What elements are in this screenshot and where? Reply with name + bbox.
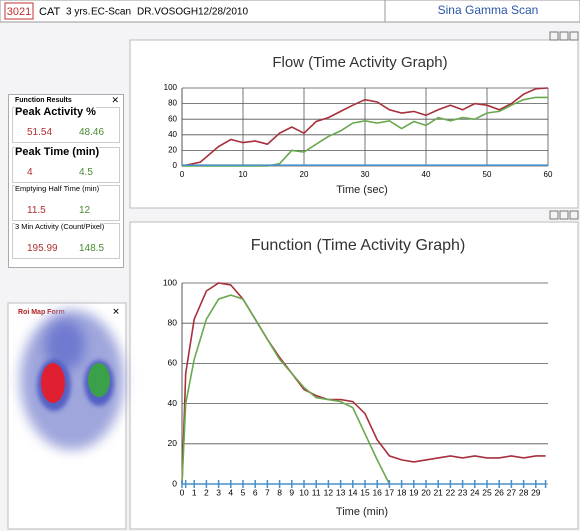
x-tick-label: 23 bbox=[458, 487, 468, 497]
y-tick-label: 80 bbox=[168, 317, 178, 327]
x-tick-label: 27 bbox=[507, 487, 517, 497]
x-tick-label: 20 bbox=[421, 487, 431, 497]
x-axis-label: Time (min) bbox=[336, 506, 388, 518]
result-label: Peak Time (min) bbox=[15, 146, 99, 158]
y-tick-label: 0 bbox=[172, 478, 177, 488]
roi-image bbox=[20, 310, 124, 450]
x-tick-label: 9 bbox=[289, 487, 294, 497]
doctor: DR.VOSOGH bbox=[137, 7, 198, 18]
x-tick-label: 10 bbox=[299, 487, 309, 497]
x-tick-label: 21 bbox=[433, 487, 443, 497]
right-value: 48.46 bbox=[79, 127, 104, 138]
panel-title: Function Results bbox=[15, 97, 72, 104]
x-tick-label: 12 bbox=[324, 487, 334, 497]
close[interactable]: ✕ bbox=[111, 95, 119, 106]
minimize[interactable] bbox=[550, 211, 558, 219]
y-tick-label: 20 bbox=[168, 146, 177, 155]
minimize[interactable] bbox=[550, 32, 558, 40]
study: EC-Scan bbox=[91, 7, 131, 18]
close[interactable] bbox=[570, 32, 578, 40]
x-tick-label: 25 bbox=[482, 487, 492, 497]
function-results-panel: Function Results ✕ Peak Activity % 51.54 4… bbox=[8, 94, 124, 268]
right-value: 12 bbox=[79, 205, 90, 216]
close[interactable]: ✕ bbox=[112, 306, 120, 316]
roi-right bbox=[88, 363, 110, 397]
y-tick-label: 60 bbox=[168, 358, 178, 368]
x-tick-label: 3 bbox=[216, 487, 221, 497]
result-group: Emptying Half Time (min) 11.5 12 bbox=[12, 185, 120, 221]
roi-left bbox=[41, 363, 65, 403]
close[interactable] bbox=[570, 211, 578, 219]
x-tick-label: 40 bbox=[422, 170, 431, 179]
result-group: Peak Activity % 51.54 48.46 bbox=[12, 107, 120, 143]
x-tick-label: 18 bbox=[397, 487, 407, 497]
x-tick-label: 4 bbox=[228, 487, 233, 497]
y-tick-label: 80 bbox=[168, 99, 177, 108]
x-tick-label: 50 bbox=[483, 170, 492, 179]
x-tick-label: 28 bbox=[519, 487, 529, 497]
x-tick-label: 13 bbox=[336, 487, 346, 497]
result-label: Peak Activity % bbox=[15, 106, 96, 118]
date: 12/28/2010 bbox=[198, 7, 248, 18]
age: 3 yrs. bbox=[66, 7, 90, 18]
x-tick-label: 7 bbox=[265, 487, 270, 497]
species: CAT bbox=[39, 6, 60, 18]
left-value: 51.54 bbox=[27, 127, 52, 138]
x-tick-label: 6 bbox=[253, 487, 258, 497]
result-label: 3 Min Activity (Count/Pixel) bbox=[15, 222, 104, 231]
left-value: 11.5 bbox=[27, 205, 46, 216]
x-tick-label: 11 bbox=[312, 487, 321, 497]
x-tick-label: 14 bbox=[348, 487, 358, 497]
x-tick-label: 29 bbox=[531, 487, 541, 497]
left-value: 195.99 bbox=[27, 243, 58, 254]
y-tick-label: 40 bbox=[168, 130, 177, 139]
chart-title: Flow (Time Activity Graph) bbox=[272, 54, 447, 71]
x-tick-label: 15 bbox=[360, 487, 370, 497]
x-tick-label: 8 bbox=[277, 487, 282, 497]
y-tick-label: 0 bbox=[173, 161, 178, 170]
x-axis-label: Time (sec) bbox=[336, 184, 388, 196]
right-value: 148.5 bbox=[79, 243, 104, 254]
result-group: Peak Time (min) 4 4.5 bbox=[12, 147, 120, 183]
app-name: Sina Gamma Scan bbox=[438, 3, 539, 17]
x-tick-label: 19 bbox=[409, 487, 419, 497]
x-tick-label: 1 bbox=[192, 487, 197, 497]
y-tick-label: 100 bbox=[164, 83, 178, 92]
x-tick-label: 60 bbox=[544, 170, 553, 179]
x-tick-label: 24 bbox=[470, 487, 480, 497]
patient-id: 3021 bbox=[7, 6, 31, 18]
result-group: 3 Min Activity (Count/Pixel) 195.99 148.5 bbox=[12, 223, 120, 259]
x-tick-label: 20 bbox=[300, 170, 309, 179]
x-tick-label: 16 bbox=[372, 487, 382, 497]
left-value: 4 bbox=[27, 167, 33, 178]
x-tick-label: 5 bbox=[241, 487, 246, 497]
right-value: 4.5 bbox=[79, 167, 93, 178]
x-tick-label: 17 bbox=[385, 487, 395, 497]
x-tick-label: 10 bbox=[239, 170, 248, 179]
chart-title: Function (Time Activity Graph) bbox=[251, 237, 466, 254]
x-tick-label: 26 bbox=[494, 487, 504, 497]
result-label: Emptying Half Time (min) bbox=[15, 184, 99, 193]
x-tick-label: 0 bbox=[180, 170, 185, 179]
y-tick-label: 40 bbox=[168, 398, 178, 408]
x-tick-label: 30 bbox=[361, 170, 370, 179]
maximize[interactable] bbox=[560, 211, 568, 219]
y-tick-label: 20 bbox=[168, 438, 178, 448]
x-tick-label: 0 bbox=[180, 487, 185, 497]
maximize[interactable] bbox=[560, 32, 568, 40]
x-tick-label: 22 bbox=[446, 487, 456, 497]
screen: {"header":{"id":"3021","species":"CAT","… bbox=[0, 0, 580, 531]
y-tick-label: 100 bbox=[163, 277, 177, 287]
x-tick-label: 2 bbox=[204, 487, 209, 497]
y-tick-label: 60 bbox=[168, 114, 177, 123]
